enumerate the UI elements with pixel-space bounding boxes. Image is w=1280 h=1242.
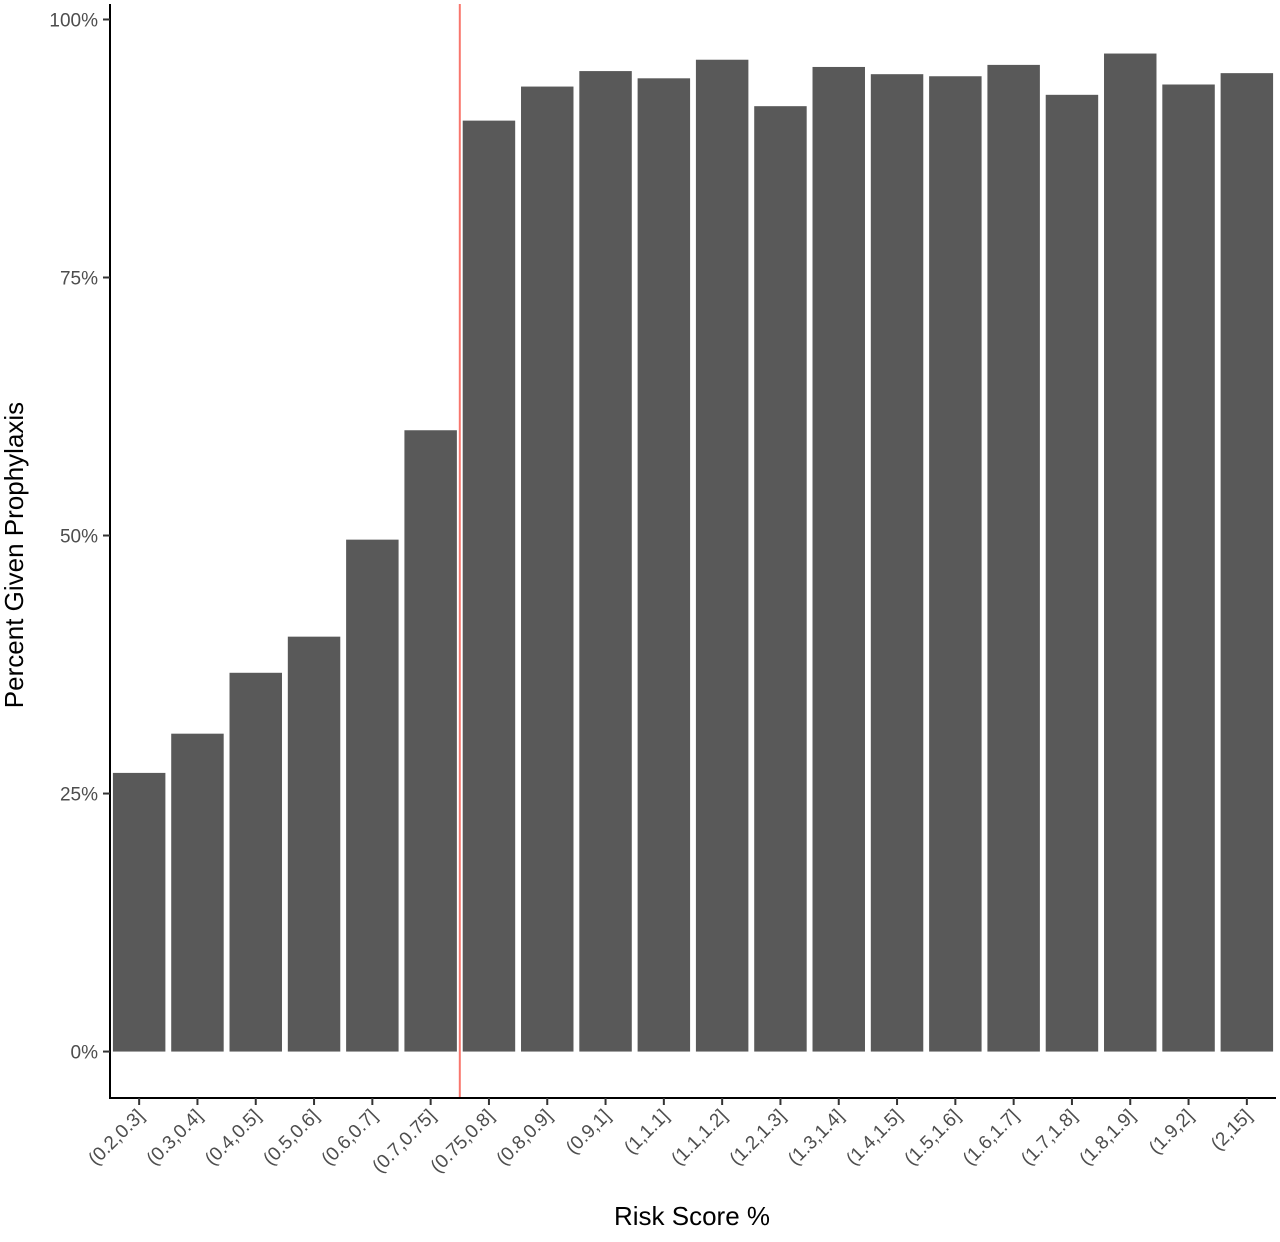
bar [404, 430, 457, 1052]
y-ticks-group: 0% 25% 50% 75% 100% [49, 10, 110, 1064]
y-tick-label: 0% [71, 1043, 99, 1064]
x-tick-label: (1.4,1.5] [842, 1106, 906, 1170]
y-tick-label: 75% [60, 269, 98, 290]
bar [287, 636, 341, 1052]
bar [695, 59, 749, 1052]
bar [870, 74, 924, 1052]
x-tick-label: (1.5,1.6] [901, 1106, 965, 1170]
x-tick-label: (1.2,1.3] [726, 1106, 790, 1170]
x-tick-label: (1.7,1.8] [1017, 1106, 1081, 1170]
x-tick-label: (0.2,0.3] [85, 1106, 149, 1170]
y-tick-label: 25% [60, 785, 98, 806]
bar [346, 539, 399, 1052]
bar [812, 66, 865, 1052]
x-tick-label: (0.7,0.75] [369, 1106, 441, 1178]
x-ticks-group: (0.2,0.3](0.3,0.4](0.4,0.5](0.5,0.6](0.6… [85, 1098, 1256, 1178]
x-tick-label: (0.75,0.8] [427, 1106, 499, 1178]
y-axis-title: Percent Given Prophylaxis [0, 402, 29, 708]
x-tick-label: (1,1.1] [620, 1106, 673, 1159]
x-tick-label: (1.6,1.7] [959, 1106, 1023, 1170]
x-axis-title: Risk Score % [614, 1201, 770, 1231]
bar [462, 120, 516, 1052]
bar [112, 772, 166, 1052]
bars-group [112, 53, 1274, 1052]
bar [229, 672, 282, 1052]
bar [929, 76, 982, 1052]
x-tick-label: (1.9,2] [1145, 1106, 1198, 1159]
x-tick-label: (1.1,1.2] [668, 1106, 732, 1170]
bar [521, 86, 574, 1052]
bar [754, 106, 807, 1052]
y-tick-label: 50% [60, 527, 98, 548]
bar [987, 64, 1040, 1052]
bar [171, 733, 224, 1052]
bar [1220, 73, 1274, 1052]
bar [1045, 94, 1099, 1052]
bar [1162, 84, 1215, 1052]
x-tick-label: (1.3,1.4] [784, 1106, 848, 1170]
x-tick-label: (0.9,1] [562, 1106, 615, 1159]
x-tick-label: (1.8,1.9] [1076, 1106, 1140, 1170]
x-tick-label: (0.3,0.4] [143, 1106, 207, 1170]
bar [579, 71, 632, 1052]
x-tick-label: (0.4,0.5] [201, 1106, 265, 1170]
x-tick-label: (0.5,0.6] [259, 1106, 323, 1170]
axes-group [109, 4, 1276, 1099]
bar [1104, 53, 1157, 1052]
y-tick-label: 100% [49, 10, 98, 31]
x-tick-label: (2,15] [1207, 1106, 1256, 1155]
bar [637, 78, 691, 1052]
x-tick-label: (0.8,0.9] [493, 1106, 557, 1170]
